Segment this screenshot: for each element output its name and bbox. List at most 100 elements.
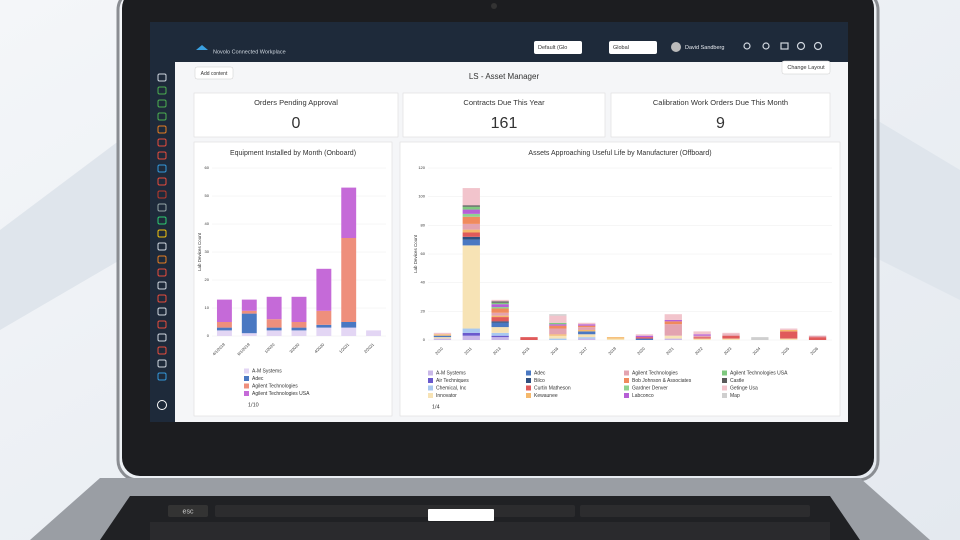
change-layout-button[interactable]	[781, 60, 831, 75]
legend-label[interactable]: Agilent Technologies	[252, 383, 298, 389]
bar-segment	[433, 335, 452, 338]
sidebar-icon[interactable]	[157, 216, 167, 225]
bar-segment	[291, 330, 307, 336]
legend-label[interactable]: Bilco	[534, 378, 545, 384]
sidebar-icon[interactable]	[157, 73, 167, 82]
help-icon[interactable]	[796, 41, 806, 51]
legend-swatch	[722, 378, 727, 383]
sidebar-icon[interactable]	[157, 86, 167, 95]
legend-label[interactable]: Map	[730, 393, 740, 399]
sidebar-toggle[interactable]	[157, 400, 167, 410]
legend-label[interactable]: Gardner Denver	[632, 385, 668, 391]
change-layout-label[interactable]: Change Layout	[787, 65, 825, 71]
sidebar-icon[interactable]	[157, 242, 167, 251]
legend-label[interactable]: Getinge Usa	[730, 385, 758, 391]
sidebar-icon[interactable]	[157, 229, 167, 238]
key-row	[150, 522, 830, 540]
sidebar-icon[interactable]	[157, 138, 167, 147]
bar-segment	[462, 206, 480, 210]
bar-segment	[291, 327, 307, 331]
legend-label[interactable]: Air Techniques	[436, 378, 469, 384]
bar-segment	[578, 331, 596, 335]
legend-pager[interactable]: 1/4	[432, 404, 440, 410]
x-tick-label: 2023	[723, 345, 733, 355]
sidebar-icon[interactable]	[157, 359, 167, 368]
scope-select[interactable]	[609, 41, 657, 54]
bar-segment	[664, 319, 682, 322]
legend-label[interactable]: Chemical, Inc	[436, 385, 467, 391]
user-name[interactable]: David Sandberg	[685, 45, 724, 51]
sidebar-icon[interactable]	[157, 333, 167, 342]
bar-segment	[266, 319, 282, 328]
legend-swatch	[244, 376, 249, 381]
legend-label[interactable]: Agilent Technologies USA	[252, 391, 310, 397]
bar-segment	[491, 308, 509, 313]
bar-segment	[549, 328, 567, 335]
legend-label[interactable]: Innovator	[436, 393, 457, 399]
legend-swatch	[428, 378, 433, 383]
add-content-label[interactable]: Add content	[201, 71, 228, 77]
legend-label[interactable]: Curtin Matheson	[534, 385, 571, 391]
legend-label[interactable]: Adec	[534, 370, 546, 376]
app-name: Novolo Connected Workplace	[213, 49, 286, 55]
context-select-text[interactable]: Default (Glo	[538, 45, 567, 51]
legend-label[interactable]: Kewaunee	[534, 393, 558, 399]
sidebar-icon[interactable]	[157, 346, 167, 355]
bar-segment	[241, 310, 257, 314]
sidebar-icon[interactable]	[157, 151, 167, 160]
legend-swatch	[244, 368, 249, 374]
bar-segment	[266, 296, 282, 320]
legend-label[interactable]: Agilent Technologies	[632, 370, 678, 376]
icon[interactable]	[780, 42, 789, 50]
kpi-card	[610, 92, 831, 138]
bar-segment	[664, 324, 682, 336]
bar-segment	[462, 216, 480, 224]
sidebar-icon[interactable]	[157, 320, 167, 329]
sidebar-icon[interactable]	[157, 190, 167, 199]
bar-segment	[780, 328, 798, 330]
bar-segment	[808, 335, 827, 338]
legend-label[interactable]: Labconco	[632, 393, 654, 399]
legend-label[interactable]: Adec	[252, 376, 264, 382]
bar-segment	[462, 332, 480, 336]
legend-swatch	[526, 393, 531, 398]
sidebar-icon[interactable]	[157, 203, 167, 212]
bar-segment	[549, 334, 567, 336]
sidebar-icon[interactable]	[157, 294, 167, 303]
y-tick-label: 120	[418, 165, 425, 170]
bar-segment	[549, 315, 567, 323]
sidebar-icon[interactable]	[157, 372, 167, 381]
legend-label[interactable]: A-M Systems	[436, 370, 466, 376]
context-select[interactable]	[534, 41, 582, 54]
bar-segment	[462, 245, 480, 329]
sidebar-icon[interactable]	[157, 268, 167, 277]
sidebar-icon[interactable]	[157, 164, 167, 173]
key-label: esc	[183, 508, 194, 515]
legend-label[interactable]: Agilent Technologies USA	[730, 370, 788, 376]
add-content-button[interactable]	[194, 66, 234, 80]
bar-segment	[491, 299, 509, 302]
legend-label[interactable]: Bob Johnson & Associates	[632, 378, 692, 384]
scope-select-text[interactable]: Global	[613, 45, 629, 51]
icon[interactable]	[762, 42, 770, 50]
sidebar-icon[interactable]	[157, 99, 167, 108]
kpi-label: Contracts Due This Year	[463, 98, 545, 107]
legend-pager[interactable]: 1/10	[248, 402, 259, 408]
legend-label[interactable]: A-M Systems	[252, 368, 282, 374]
x-tick-label: 2025	[780, 345, 790, 355]
avatar[interactable]	[671, 42, 681, 52]
touch-bar	[580, 505, 810, 517]
legend-label[interactable]: Castle	[730, 378, 744, 384]
legend-swatch	[624, 385, 629, 391]
search-icon[interactable]	[743, 42, 751, 50]
bar-segment	[578, 324, 596, 326]
sidebar-icon[interactable]	[157, 281, 167, 290]
bar-segment	[549, 322, 567, 325]
settings-icon[interactable]	[813, 41, 823, 51]
sidebar-icon[interactable]	[157, 125, 167, 134]
sidebar-icon[interactable]	[157, 177, 167, 186]
sidebar-icon[interactable]	[157, 112, 167, 121]
sidebar-icon[interactable]	[157, 255, 167, 264]
sidebar-icon[interactable]	[157, 307, 167, 316]
chart: Assets Approaching Useful Life by Manufa…	[399, 141, 841, 417]
